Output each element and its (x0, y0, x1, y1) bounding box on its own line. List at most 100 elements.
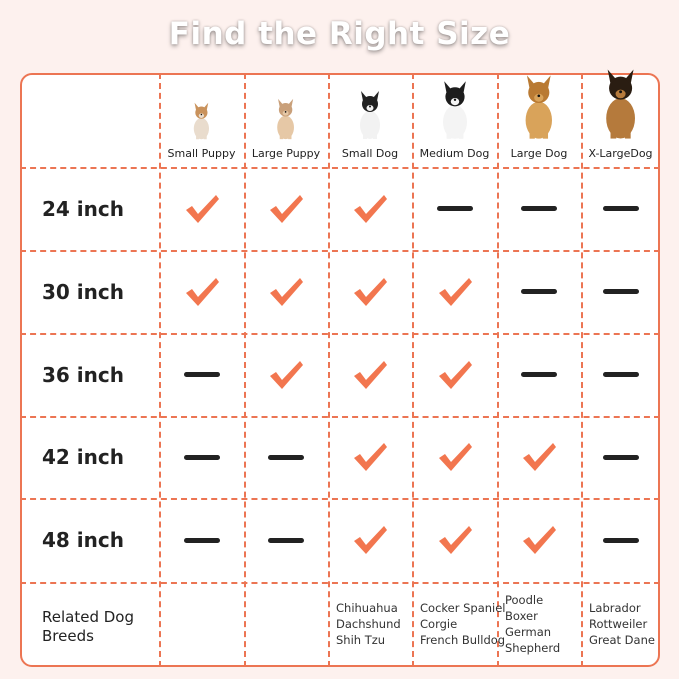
dash-icon (521, 289, 557, 294)
breed-name: Rottweiler (589, 617, 648, 631)
border-collie-photo (442, 81, 467, 139)
breed-name: Corgie (420, 617, 458, 631)
row-divider (20, 498, 660, 500)
column-divider (581, 73, 583, 667)
fit-cell (497, 416, 581, 498)
checkmark-icon (523, 526, 556, 554)
no-fit-cell (581, 250, 660, 333)
fit-cell (244, 167, 328, 250)
fit-cell (328, 167, 412, 250)
dash-icon (602, 537, 639, 543)
fit-cell (159, 250, 244, 333)
no-fit-cell (412, 167, 497, 250)
row-divider (20, 416, 660, 418)
fit-cell (159, 167, 244, 250)
french-bulldog-photo (360, 91, 380, 139)
size-chart-table (20, 73, 660, 667)
column-divider (328, 73, 330, 667)
page-title: Find the Right Size (168, 16, 511, 52)
breed-name: Shih Tzu (336, 633, 386, 647)
fit-cell (412, 333, 497, 416)
column-divider (497, 73, 499, 667)
row-divider (20, 582, 660, 584)
dash-icon (183, 372, 220, 377)
row-label-size: 42 inch (42, 445, 124, 469)
golden-retriever-photo (525, 75, 553, 139)
row-divider (20, 333, 660, 335)
row-label-size: 48 inch (42, 528, 124, 552)
dash-icon (602, 372, 639, 377)
checkmark-icon (354, 443, 387, 471)
no-fit-cell (581, 167, 660, 250)
breed-name: Shepherd (505, 641, 561, 655)
column-header-label: Small Puppy (167, 147, 236, 160)
column-divider (244, 73, 246, 667)
breed-list: Chihuahua Dachshund Shih Tzu (336, 600, 401, 648)
no-fit-cell (497, 250, 581, 333)
column-header-label: Medium Dog (419, 147, 490, 160)
dash-icon (268, 454, 304, 460)
checkmark-icon (270, 194, 303, 223)
breed-name: Labrador (589, 601, 641, 615)
column-divider (159, 73, 161, 667)
fit-cell (244, 250, 328, 333)
column-header-label: Large Puppy (251, 147, 321, 160)
no-fit-cell (497, 333, 581, 416)
no-fit-cell (244, 498, 328, 582)
checkmark-icon (438, 277, 472, 306)
checkmark-icon (438, 360, 472, 389)
checkmark-icon (354, 526, 387, 554)
no-fit-cell (497, 167, 581, 250)
chihuahua-photo (277, 98, 295, 140)
fit-cell (412, 250, 497, 333)
fit-cell (328, 416, 412, 498)
row-label-size: 36 inch (42, 362, 124, 387)
row-label-size: 30 inch (42, 279, 124, 304)
dash-icon (602, 454, 639, 460)
checkmark-icon (438, 443, 472, 471)
column-header-label: Small Dog (341, 147, 399, 160)
row-label-size: 24 inch (42, 196, 124, 221)
no-fit-cell (581, 498, 660, 582)
breed-name: Great Dane (589, 633, 655, 647)
breed-name: French Bulldog (420, 633, 506, 647)
no-fit-cell (581, 333, 660, 416)
checkmark-icon (438, 526, 472, 554)
related-breeds-label: Related Dog Breeds (42, 608, 134, 646)
no-fit-cell (244, 416, 328, 498)
checkmark-icon (354, 277, 387, 306)
checkmark-icon (354, 194, 387, 223)
breed-name: German (505, 625, 552, 639)
no-fit-cell (159, 333, 244, 416)
breed-list: Labrador Rottweiler Great Dane (589, 600, 655, 648)
fit-cell (412, 416, 497, 498)
corgi-puppy-photo (193, 102, 210, 140)
dash-icon (602, 206, 639, 211)
no-fit-cell (159, 416, 244, 498)
no-fit-cell (581, 416, 660, 498)
related-label-line: Related Dog (42, 608, 134, 626)
fit-cell (328, 250, 412, 333)
column-divider (412, 73, 414, 667)
dash-icon (268, 537, 304, 543)
breed-name: Dachshund (336, 617, 401, 631)
row-divider (20, 250, 660, 252)
fit-cell (328, 333, 412, 416)
fit-cell (328, 498, 412, 582)
checkmark-icon (185, 277, 219, 306)
dash-icon (521, 372, 557, 377)
row-divider (20, 167, 660, 169)
breed-list: Poodle Boxer German Shepherd (505, 592, 560, 656)
checkmark-icon (270, 277, 303, 306)
dash-icon (183, 454, 220, 460)
breed-name: Boxer (505, 609, 538, 623)
fit-cell (497, 498, 581, 582)
no-fit-cell (159, 498, 244, 582)
dash-icon (436, 206, 473, 211)
breed-list: Cocker Spaniel Corgie French Bulldog (420, 600, 506, 648)
column-header-label: X-LargeDog (588, 147, 653, 160)
dash-icon (521, 206, 557, 211)
fit-cell (244, 333, 328, 416)
dash-icon (183, 537, 220, 543)
breed-name: Chihuahua (336, 601, 398, 615)
